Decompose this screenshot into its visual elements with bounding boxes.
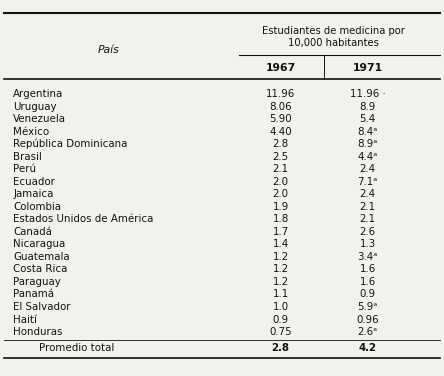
Text: 5.9ᵃ: 5.9ᵃ (357, 302, 378, 312)
Text: 2.0: 2.0 (273, 189, 289, 199)
Text: República Dominicana: República Dominicana (13, 139, 127, 149)
Text: 1.6: 1.6 (360, 264, 376, 274)
Text: 2.4: 2.4 (360, 164, 376, 174)
Text: Ecuador: Ecuador (13, 177, 55, 187)
Text: 11.96 ·: 11.96 · (350, 89, 386, 99)
Text: 3.4ᵃ: 3.4ᵃ (357, 252, 378, 262)
Text: México: México (13, 127, 49, 136)
Text: Haití: Haití (13, 315, 37, 324)
Text: 1.6: 1.6 (360, 277, 376, 287)
Text: 2.6ᵃ: 2.6ᵃ (358, 327, 378, 337)
Text: 8.06: 8.06 (270, 102, 292, 112)
Text: 0.96: 0.96 (357, 315, 379, 324)
Text: Argentina: Argentina (13, 89, 63, 99)
Text: Costa Rica: Costa Rica (13, 264, 67, 274)
Text: Paraguay: Paraguay (13, 277, 61, 287)
Text: 1.9: 1.9 (273, 202, 289, 212)
Text: 8.4ᵃ: 8.4ᵃ (357, 127, 378, 136)
Text: Canadá: Canadá (13, 227, 52, 237)
Text: 2.6: 2.6 (360, 227, 376, 237)
Text: 1.2: 1.2 (273, 252, 289, 262)
Text: 7.1ᵃ: 7.1ᵃ (357, 177, 378, 187)
Text: Estudiantes de medicina por
10,000 habitantes: Estudiantes de medicina por 10,000 habit… (262, 26, 404, 48)
Text: 5.90: 5.90 (270, 114, 292, 124)
Text: Brasil: Brasil (13, 152, 42, 162)
Text: 1.8: 1.8 (273, 214, 289, 224)
Text: Panamá: Panamá (13, 290, 54, 300)
Text: 4.2: 4.2 (359, 343, 377, 353)
Text: Honduras: Honduras (13, 327, 63, 337)
Text: 4.4ᵃ: 4.4ᵃ (357, 152, 378, 162)
Text: 1.2: 1.2 (273, 264, 289, 274)
Text: 2.1: 2.1 (360, 202, 376, 212)
Text: 2.1: 2.1 (360, 214, 376, 224)
Text: Jamaica: Jamaica (13, 189, 54, 199)
Text: El Salvador: El Salvador (13, 302, 71, 312)
Text: 0.9: 0.9 (360, 290, 376, 300)
Text: Perú: Perú (13, 164, 36, 174)
Text: Estados Unidos de América: Estados Unidos de América (13, 214, 154, 224)
Text: 1.1: 1.1 (273, 290, 289, 300)
Text: 2.5: 2.5 (273, 152, 289, 162)
Text: 2.0: 2.0 (273, 177, 289, 187)
Text: 0.75: 0.75 (270, 327, 292, 337)
Text: 8.9: 8.9 (360, 102, 376, 112)
Text: 0.9: 0.9 (273, 315, 289, 324)
Text: 1.4: 1.4 (273, 240, 289, 249)
Text: 1.2: 1.2 (273, 277, 289, 287)
Text: Venezuela: Venezuela (13, 114, 66, 124)
Text: Colombia: Colombia (13, 202, 61, 212)
Text: 2.1: 2.1 (273, 164, 289, 174)
Text: 1.0: 1.0 (273, 302, 289, 312)
Text: Uruguay: Uruguay (13, 102, 57, 112)
Text: 11.96: 11.96 (266, 89, 295, 99)
Text: 2.8: 2.8 (273, 139, 289, 149)
Text: 1.7: 1.7 (273, 227, 289, 237)
Text: 1971: 1971 (353, 63, 383, 73)
Text: 1967: 1967 (266, 63, 296, 73)
Text: 1.3: 1.3 (360, 240, 376, 249)
Text: Guatemala: Guatemala (13, 252, 70, 262)
Text: Promedio total: Promedio total (39, 343, 115, 353)
Text: 2.4: 2.4 (360, 189, 376, 199)
Text: 5.4: 5.4 (360, 114, 376, 124)
Text: 2.8: 2.8 (272, 343, 290, 353)
Text: 4.40: 4.40 (270, 127, 292, 136)
Text: País: País (98, 45, 120, 55)
Text: Nicaragua: Nicaragua (13, 240, 65, 249)
Text: 8.9ᵃ: 8.9ᵃ (357, 139, 378, 149)
